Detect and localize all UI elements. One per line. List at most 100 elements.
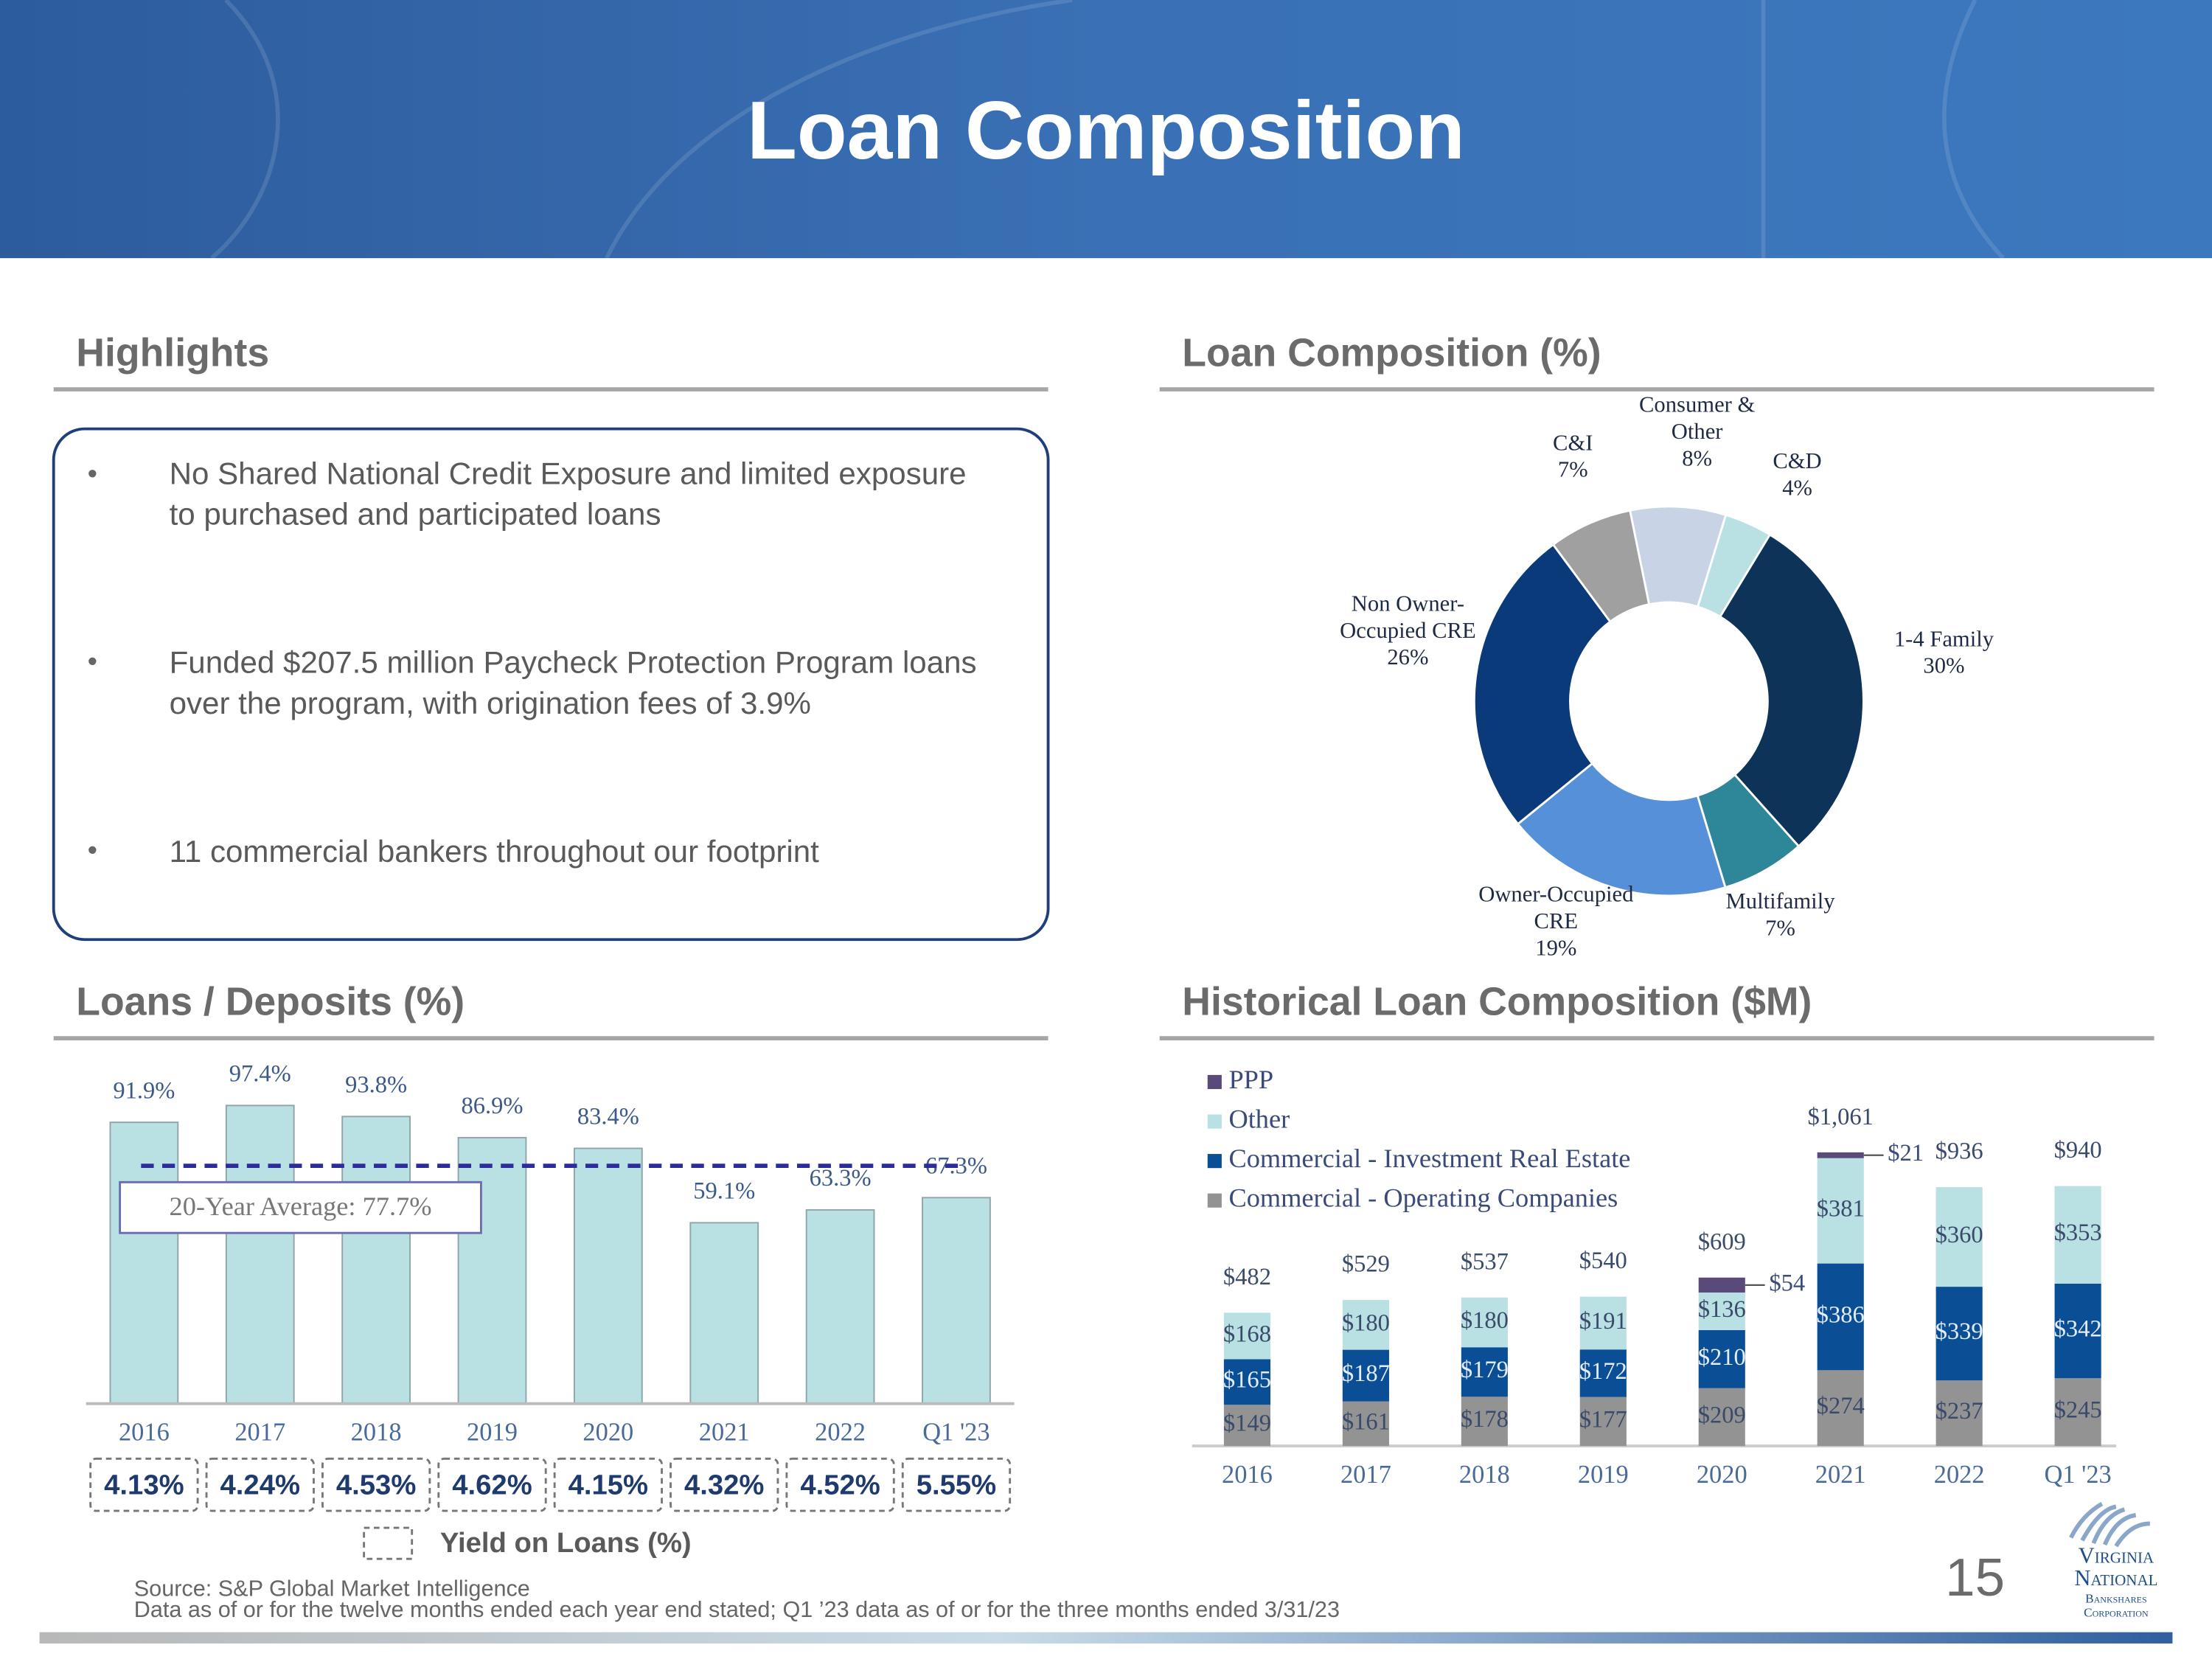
bar (109, 1121, 179, 1405)
bar-segment (1817, 1152, 1864, 1158)
bar-segment (1461, 1347, 1508, 1397)
footnote: Data as of or for the twelve months ende… (134, 1597, 1340, 1622)
slice-label: 30% (1923, 655, 1965, 679)
value-label: $172 (1579, 1358, 1627, 1385)
value-label: $149 (1223, 1411, 1271, 1437)
value-label: $136 (1698, 1296, 1746, 1323)
value-label: $161 (1342, 1408, 1390, 1435)
bullet-text-box: Funded $207.5 million Paycheck Protectio… (169, 644, 977, 720)
bar-segment (1223, 1359, 1271, 1405)
value-label: $187 (1342, 1360, 1390, 1387)
bar-segment (1223, 1312, 1271, 1360)
slice-label: Multifamily (1725, 890, 1835, 914)
bar-segment (2054, 1378, 2101, 1447)
value-label: $168 (1223, 1321, 1271, 1347)
yield-label: 4.52% (800, 1470, 880, 1501)
slice-label: 7% (1557, 459, 1588, 483)
legend-label: Other (1228, 1104, 1290, 1133)
total-label: $482 (1223, 1264, 1271, 1290)
slice-label: C&D (1773, 450, 1822, 474)
slice-label-box: Consumer & Other 8% (1639, 394, 1755, 472)
x-tick-label: 2020 (582, 1419, 633, 1447)
value-label: 91.9% (113, 1077, 175, 1104)
bar-segment (1579, 1349, 1627, 1397)
legend-swatch (1207, 1074, 1222, 1090)
x-tick-label: 2016 (1222, 1461, 1273, 1489)
legend-label: PPP (1228, 1065, 1273, 1094)
bar-segment (1698, 1388, 1745, 1447)
slice-label: 4% (1782, 477, 1812, 501)
value-label: 93.8% (345, 1072, 407, 1099)
value-label: $386 (1817, 1301, 1865, 1328)
yield-box (89, 1457, 199, 1512)
donut-slice (1516, 762, 1727, 897)
value-label: $54 (1769, 1270, 1805, 1296)
bullet-text: 11 commercial bankers throughout our foo… (169, 833, 819, 869)
footnote: Source: S&P Global Market Intelligence (134, 1576, 530, 1601)
bar (225, 1105, 295, 1405)
yield-label: 4.53% (336, 1470, 416, 1501)
slice-label: 8% (1682, 448, 1713, 472)
bar-segment (1698, 1277, 1745, 1293)
value-label: $237 (1935, 1398, 1983, 1425)
value-label: 86.9% (461, 1093, 523, 1119)
annotation-box (119, 1180, 482, 1234)
bar-segment (1579, 1296, 1627, 1350)
logo-text: Bankshares (2085, 1592, 2147, 1606)
value-label: $245 (2054, 1397, 2102, 1424)
yield-box (553, 1457, 663, 1512)
x-tick-label: 2021 (699, 1419, 750, 1447)
legend-swatch (1207, 1154, 1222, 1169)
x-tick-label: Q1 '23 (922, 1419, 990, 1447)
section-heading: Loan Composition (%) (1182, 331, 1601, 375)
annotation: 20-Year Average: 77.7% (170, 1192, 432, 1221)
bar-segment (1223, 1405, 1271, 1447)
yield-label: 5.55% (917, 1470, 996, 1501)
donut-slice (1628, 505, 1728, 608)
bar (341, 1116, 411, 1405)
bullet-text: Funded $207.5 million Paycheck Protectio… (169, 644, 977, 720)
yield-box (205, 1457, 315, 1512)
slice-label: 1-4 Family (1893, 627, 1994, 652)
yield-box (785, 1457, 895, 1512)
yield-label: 4.24% (220, 1470, 300, 1501)
yield-label: 4.13% (104, 1470, 184, 1501)
footer-band (39, 1632, 2173, 1644)
x-tick-label: 2022 (815, 1419, 866, 1447)
x-tick-label: 2019 (1578, 1461, 1629, 1489)
total-label: $529 (1342, 1251, 1390, 1277)
x-tick-label: 2016 (119, 1419, 170, 1447)
slice-label: 7% (1765, 917, 1795, 942)
value-label: $177 (1579, 1406, 1627, 1433)
total-label: $936 (1935, 1138, 1983, 1165)
value-label: $179 (1461, 1357, 1509, 1383)
bar-segment (1461, 1397, 1508, 1447)
bar-segment (1461, 1297, 1508, 1348)
yield-label: 4.15% (568, 1470, 648, 1501)
yield-label: 4.32% (684, 1470, 764, 1501)
slice-label: Owner-Occupied CRE (1478, 883, 1634, 934)
bar (922, 1197, 991, 1405)
bullet-marker: • (88, 645, 97, 677)
bar-segment (1935, 1287, 1983, 1381)
value-label: $165 (1223, 1367, 1271, 1394)
bullet-text-box: No Shared National Credit Exposure and l… (170, 456, 967, 532)
bar (805, 1208, 875, 1405)
yield-label: 4.62% (452, 1470, 532, 1501)
x-tick-label: 2022 (1934, 1461, 1985, 1489)
donut-slice (1473, 543, 1612, 826)
legend-swatch (363, 1526, 414, 1560)
yield-box (321, 1457, 431, 1512)
legend-label: Commercial - Investment Real Estate (1228, 1144, 1630, 1173)
legend-label: Commercial - Operating Companies (1228, 1183, 1618, 1213)
slice-label-box: Owner-Occupied CRE 19% (1478, 883, 1634, 961)
bar-segment (2054, 1186, 2101, 1284)
value-label: $381 (1817, 1196, 1865, 1222)
section-heading: Historical Loan Composition ($M) (1182, 980, 1812, 1023)
value-label: 63.3% (810, 1165, 872, 1192)
total-label: $609 (1698, 1228, 1746, 1255)
header-band (0, 0, 2212, 259)
slice-label: Non Owner-Occupied CRE (1340, 592, 1476, 644)
